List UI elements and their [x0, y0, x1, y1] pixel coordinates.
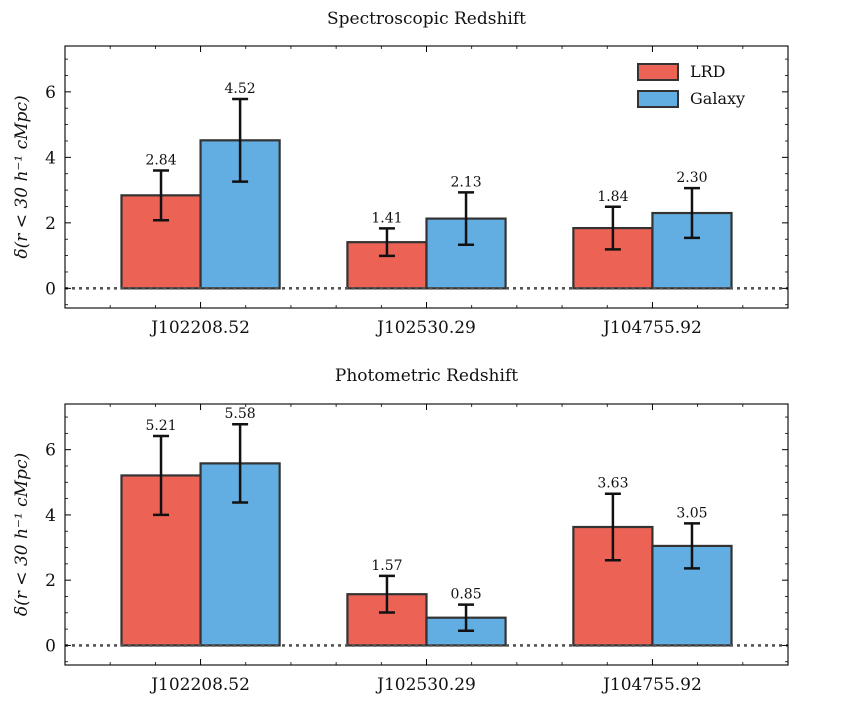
y-tick-label: 2: [45, 571, 56, 591]
photometric-panel: Photometric Redshift δ(r < 30 h⁻¹ cMpc) …: [12, 366, 789, 695]
errorbar-lrd-0: [153, 169, 170, 222]
x-tick-label: J102530.29: [375, 318, 476, 338]
data-label-lrd-1: 1.57: [371, 558, 402, 574]
y-axis-label: δ(r < 30 h⁻¹ cMpc): [12, 95, 32, 258]
errorbar-lrd-2: [604, 492, 621, 562]
y-tick-label: 0: [45, 279, 56, 299]
data-label-galaxy-2: 3.05: [676, 505, 707, 521]
data-label-lrd-1: 1.41: [371, 210, 402, 226]
x-tick-label: J102530.29: [375, 675, 476, 695]
errorbar-galaxy-2: [683, 522, 700, 570]
x-tick-label: J102208.52: [149, 318, 250, 338]
errorbar-galaxy-0: [232, 97, 249, 183]
errorbar-lrd-1: [378, 227, 395, 258]
plot-area: 5.21 1.57 3.63 5.58 0.85 3.05 0 2 4 6 J102208.52 J1…: [45, 403, 789, 695]
y-axis-label: δ(r < 30 h⁻¹ cMpc): [12, 453, 32, 616]
y-tick-label: 4: [45, 506, 56, 526]
data-label-galaxy-0: 4.52: [225, 81, 256, 97]
data-label-galaxy-2: 2.30: [676, 170, 707, 186]
panel-title: Photometric Redshift: [335, 366, 518, 386]
spectroscopic-panel: Spectroscopic Redshift δ(r < 30 h⁻¹ cMpc…: [12, 9, 789, 338]
plot-area: 2.84 1.41 1.84 4.52 2.13 2.30 0 2 4 6 J102208.52 J1…: [45, 45, 789, 338]
data-label-lrd-2: 3.63: [597, 476, 628, 492]
legend-swatch-lrd: [637, 63, 679, 81]
y-axis-label-text: δ(r < 30 h⁻¹ cMpc): [12, 453, 32, 616]
x-tick-label: J104755.92: [601, 675, 702, 695]
legend-label-lrd: LRD: [690, 62, 726, 81]
panel-title: Spectroscopic Redshift: [327, 9, 526, 29]
legend-label-galaxy: Galaxy: [690, 89, 745, 108]
data-label-galaxy-1: 0.85: [450, 587, 481, 603]
errorbar-lrd-2: [604, 205, 621, 251]
errorbar-galaxy-1: [458, 191, 475, 247]
y-tick-label: 6: [45, 83, 56, 103]
errorbar-galaxy-2: [683, 186, 700, 240]
y-tick-label: 0: [45, 636, 56, 656]
y-axis-label-text: δ(r < 30 h⁻¹ cMpc): [12, 95, 32, 258]
x-tick-label: J104755.92: [601, 318, 702, 338]
data-label-lrd-2: 1.84: [597, 189, 628, 205]
y-tick-label: 2: [45, 214, 56, 234]
data-label-galaxy-1: 2.13: [450, 174, 481, 190]
data-label-lrd-0: 2.84: [145, 152, 176, 168]
legend-swatch-galaxy: [637, 90, 679, 108]
legend: LRD Galaxy: [637, 62, 745, 108]
x-tick-label: J102208.52: [149, 675, 250, 695]
data-label-galaxy-0: 5.58: [225, 406, 256, 422]
errorbar-lrd-0: [153, 434, 170, 517]
y-tick-label: 4: [45, 148, 56, 168]
errorbar-lrd-1: [378, 574, 395, 614]
errorbar-galaxy-0: [232, 422, 249, 504]
data-label-lrd-0: 5.21: [145, 418, 176, 434]
y-tick-label: 6: [45, 441, 56, 461]
errorbar-galaxy-1: [458, 603, 475, 632]
